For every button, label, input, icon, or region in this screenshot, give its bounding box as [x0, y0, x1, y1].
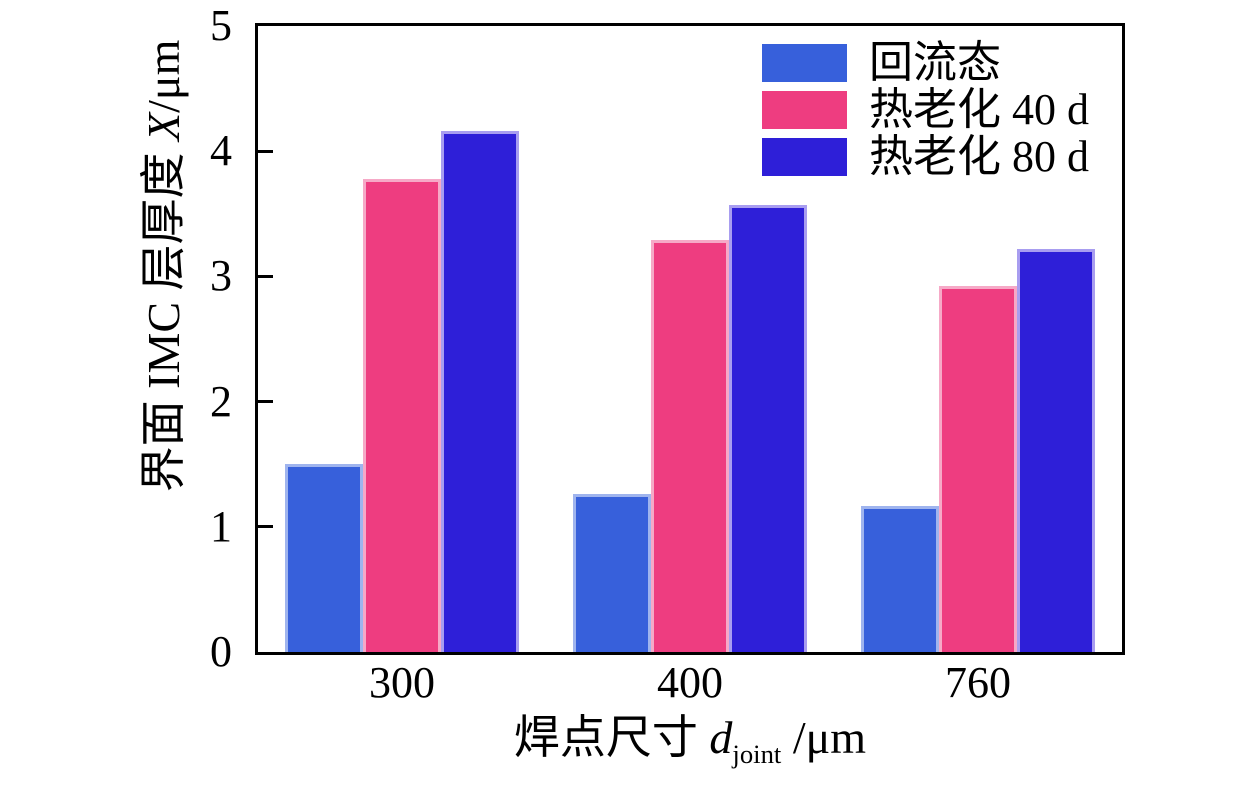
- legend: 回流态 热老化 40 d 热老化 80 d: [762, 38, 1089, 185]
- y-tick-mark: [258, 525, 273, 529]
- y-tick-label: 5: [210, 1, 232, 50]
- x-axis-title: 焊点尺寸 djoint /μm: [258, 712, 1122, 768]
- x-axis-title-subscript: joint: [732, 739, 782, 770]
- bar-热老化 40 d-400: [651, 240, 729, 652]
- bar-回流态-300: [285, 464, 364, 652]
- y-tick-mark: [258, 274, 273, 278]
- x-axis-title-unit: /μm: [781, 712, 867, 763]
- bar-热老化 80 d-400: [729, 205, 807, 652]
- x-tick-label-300: 300: [369, 658, 435, 707]
- legend-label-reflow: 回流态: [869, 38, 1001, 87]
- y-tick-label: 0: [210, 627, 232, 676]
- bar-热老化 80 d-760: [1016, 248, 1095, 652]
- bar-热老化 40 d-300: [363, 178, 442, 652]
- legend-item-reflow: 回流态: [762, 38, 1089, 87]
- legend-swatch-aged-40d: [762, 91, 847, 129]
- x-tick-label-400: 400: [657, 658, 723, 707]
- y-tick-label: 4: [210, 126, 232, 176]
- bar-热老化 40 d-760: [938, 286, 1017, 652]
- x-axis-title-text: 焊点尺寸: [513, 712, 710, 763]
- legend-swatch-reflow: [762, 44, 847, 82]
- bar-回流态-760: [860, 505, 939, 652]
- x-tick-label-760: 760: [945, 658, 1011, 707]
- x-axis-title-variable: d: [709, 712, 733, 763]
- y-axis-title-unit: /μm: [138, 39, 189, 113]
- legend-item-aged-40d: 热老化 40 d: [762, 85, 1089, 134]
- y-tick-mark: [258, 400, 273, 404]
- y-axis-title-text: 界面 IMC 层厚度: [138, 140, 189, 493]
- y-tick-label: 2: [210, 376, 232, 426]
- legend-item-aged-80d: 热老化 80 d: [762, 132, 1089, 181]
- plot-area: 回流态 热老化 40 d 热老化 80 d: [255, 23, 1125, 655]
- bar-回流态-400: [573, 494, 651, 652]
- y-tick-mark: [258, 149, 273, 153]
- legend-swatch-aged-80d: [762, 138, 847, 176]
- legend-label-aged-40d: 热老化 40 d: [869, 85, 1089, 134]
- y-tick-label: 1: [210, 501, 232, 551]
- legend-label-aged-80d: 热老化 80 d: [869, 132, 1089, 181]
- bar-热老化 80 d-300: [441, 131, 520, 652]
- x-tick-labels: 300 400 760: [258, 660, 1122, 706]
- y-tick-label: 3: [210, 251, 232, 301]
